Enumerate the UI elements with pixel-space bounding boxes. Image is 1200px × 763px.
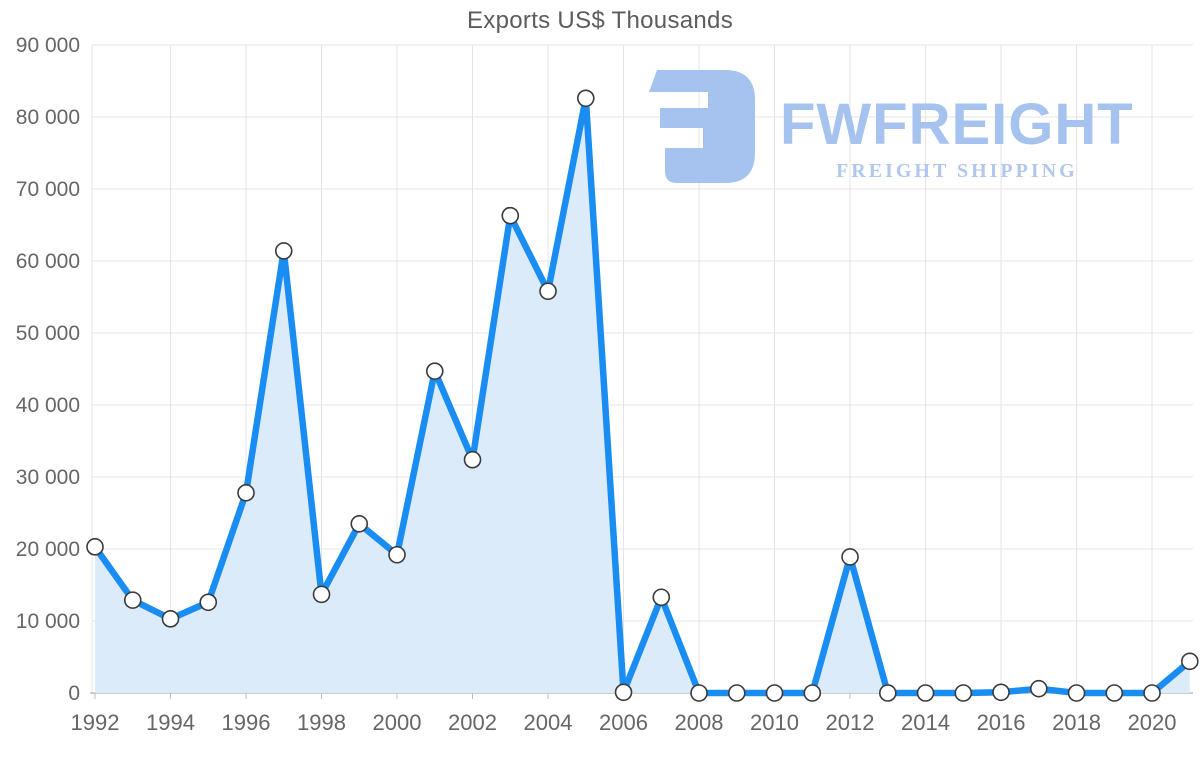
svg-text:2004: 2004 (524, 710, 573, 735)
svg-text:2020: 2020 (1128, 710, 1177, 735)
svg-text:2012: 2012 (826, 710, 875, 735)
svg-text:2010: 2010 (750, 710, 799, 735)
svg-text:80 000: 80 000 (16, 106, 80, 129)
svg-text:2006: 2006 (599, 710, 648, 735)
svg-text:2018: 2018 (1052, 710, 1101, 735)
chart-title: Exports US$ Thousands (467, 7, 733, 34)
svg-text:0: 0 (68, 682, 80, 705)
svg-text:30 000: 30 000 (16, 466, 80, 489)
svg-text:2000: 2000 (373, 710, 422, 735)
svg-text:1992: 1992 (71, 710, 120, 735)
svg-text:1998: 1998 (297, 710, 346, 735)
svg-text:50 000: 50 000 (16, 322, 80, 345)
svg-text:10 000: 10 000 (16, 610, 80, 633)
svg-text:60 000: 60 000 (16, 250, 80, 273)
svg-text:2014: 2014 (901, 710, 950, 735)
svg-text:40 000: 40 000 (16, 394, 80, 417)
svg-text:2016: 2016 (977, 710, 1026, 735)
svg-text:2002: 2002 (448, 710, 497, 735)
svg-text:2008: 2008 (675, 710, 724, 735)
svg-text:90 000: 90 000 (16, 34, 80, 57)
svg-text:1994: 1994 (146, 710, 195, 735)
svg-text:1996: 1996 (222, 710, 271, 735)
svg-text:20 000: 20 000 (16, 538, 80, 561)
svg-text:70 000: 70 000 (16, 178, 80, 201)
